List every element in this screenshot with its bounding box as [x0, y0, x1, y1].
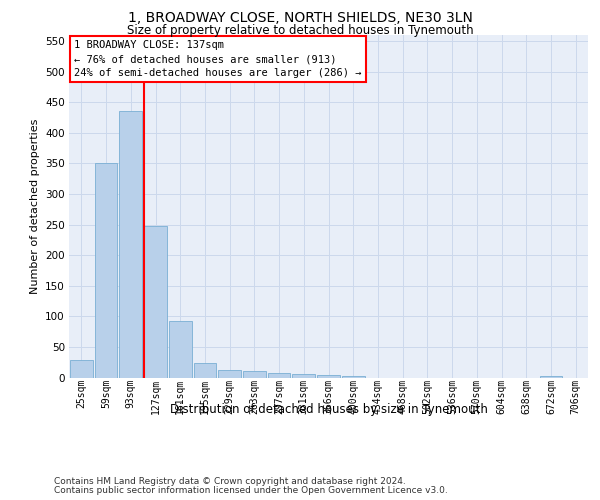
Bar [292, 374, 315, 378]
Y-axis label: Number of detached properties: Number of detached properties [29, 118, 40, 294]
Text: 1 BROADWAY CLOSE: 137sqm
← 76% of detached houses are smaller (913)
24% of semi-: 1 BROADWAY CLOSE: 137sqm ← 76% of detach… [74, 40, 362, 78]
Bar [70, 360, 93, 378]
Bar [194, 364, 216, 378]
Text: Contains HM Land Registry data © Crown copyright and database right 2024.: Contains HM Land Registry data © Crown c… [54, 477, 406, 486]
Bar [539, 376, 562, 378]
Text: 1, BROADWAY CLOSE, NORTH SHIELDS, NE30 3LN: 1, BROADWAY CLOSE, NORTH SHIELDS, NE30 3… [128, 11, 472, 25]
Bar [119, 112, 142, 378]
Bar [243, 371, 266, 378]
Bar [317, 375, 340, 378]
Text: Size of property relative to detached houses in Tynemouth: Size of property relative to detached ho… [127, 24, 473, 37]
Bar [144, 226, 167, 378]
Bar [169, 320, 191, 378]
Bar [268, 372, 290, 378]
Text: Distribution of detached houses by size in Tynemouth: Distribution of detached houses by size … [170, 402, 488, 415]
Text: Contains public sector information licensed under the Open Government Licence v3: Contains public sector information licen… [54, 486, 448, 495]
Bar [218, 370, 241, 378]
Bar [95, 164, 118, 378]
Bar [342, 376, 365, 378]
